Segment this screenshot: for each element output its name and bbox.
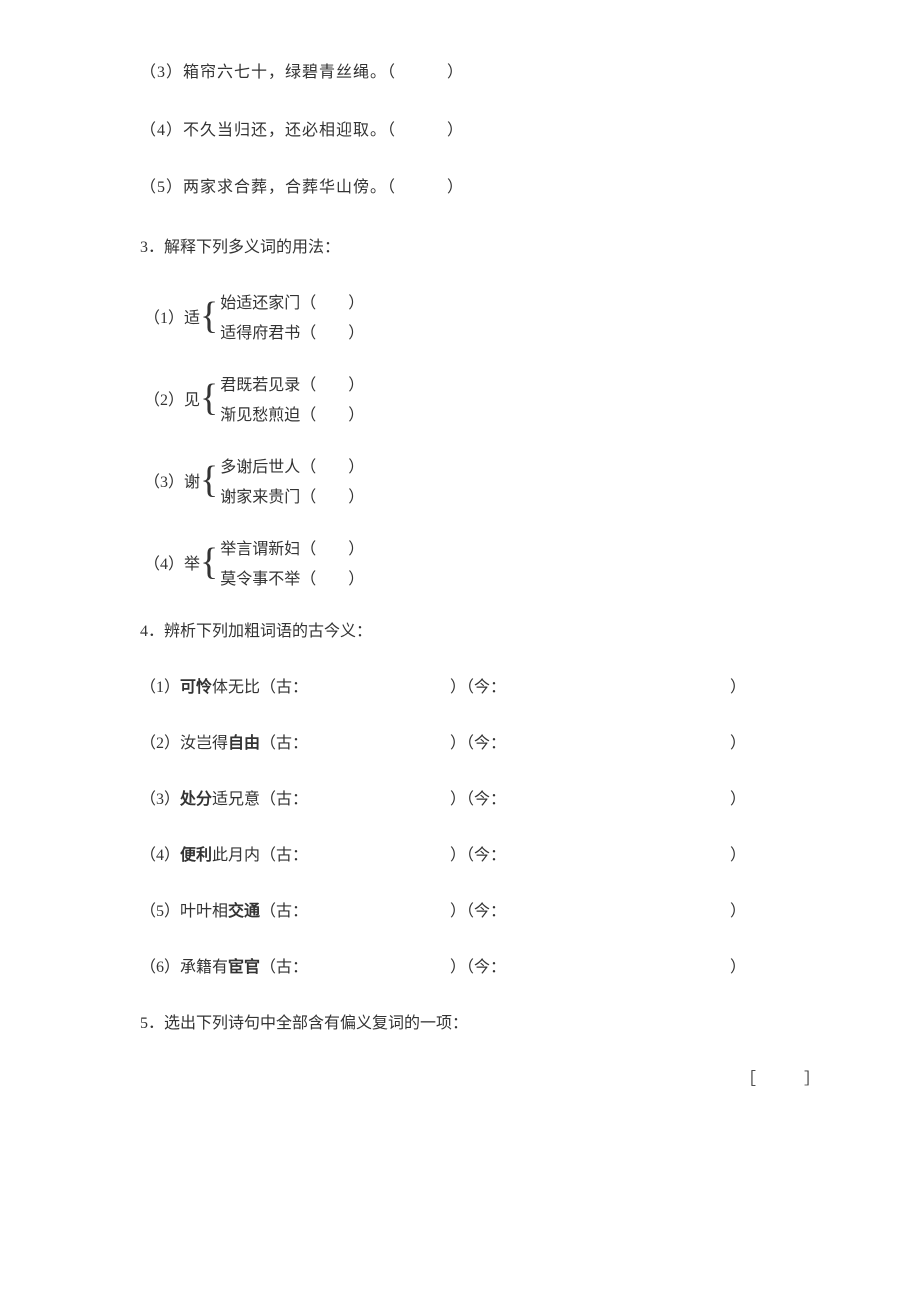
q4-num: （1）: [140, 679, 180, 696]
brace-top: 多谢后世人（ ）: [220, 453, 364, 477]
q4-mid: ）（今：: [450, 785, 730, 809]
brace-bottom: 莫令事不举（ ）: [220, 565, 364, 589]
brace-top: 举言谓新妇（ ）: [220, 535, 364, 559]
q4-rest: 此月内（古：: [212, 847, 308, 864]
q3-item: （4）举 { 举言谓新妇（ ） 莫令事不举（ ）: [144, 535, 820, 589]
q4-item: （2）汝岂得自由（古： ）（今： ）: [140, 729, 820, 753]
q3-prefix: （2）见: [144, 386, 200, 410]
q4-num: （5）叶叶相: [140, 903, 228, 920]
q4-bold: 宦官: [228, 959, 260, 976]
q4-num: （6）承籍有: [140, 959, 228, 976]
q4-mid: ）（今：: [450, 729, 730, 753]
q3-prefix: （4）举: [144, 550, 200, 574]
q4-title: 4．辨析下列加粗词语的古今义：: [140, 617, 820, 641]
q3-item: （3）谢 { 多谢后世人（ ） 谢家来贵门（ ）: [144, 453, 820, 507]
answer-bracket: ［ ］: [0, 1065, 920, 1089]
q3-item: （1）适 { 始适还家门（ ） 适得府君书（ ）: [144, 289, 820, 343]
brace-top: 始适还家门（ ）: [220, 289, 364, 313]
q4-rest: 体无比（古：: [212, 679, 308, 696]
brace-icon: {: [200, 463, 218, 497]
q3-prefix: （1）适: [144, 304, 200, 328]
brace-icon: {: [200, 299, 218, 333]
q4-bold: 交通: [228, 903, 260, 920]
q4-num: （2）汝岂得: [140, 735, 228, 752]
q4-end: ）: [730, 953, 746, 977]
brace-icon: {: [200, 545, 218, 579]
q4-num: （3）: [140, 791, 180, 808]
brace-bottom: 谢家来贵门（ ）: [220, 483, 364, 507]
q4-num: （4）: [140, 847, 180, 864]
q4-item: （3）处分适兄意（古： ）（今： ）: [140, 785, 820, 809]
q4-bold: 自由: [228, 735, 260, 752]
q4-bold: 便利: [180, 847, 212, 864]
question-line: （3）箱帘六七十，绿碧青丝绳。（ ）: [140, 60, 820, 86]
q4-mid: ）（今：: [450, 673, 730, 697]
q4-rest: （古：: [260, 959, 308, 976]
q4-mid: ）（今：: [450, 897, 730, 921]
q4-rest: （古：: [260, 735, 308, 752]
q3-prefix: （3）谢: [144, 468, 200, 492]
q4-bold: 处分: [180, 791, 212, 808]
q4-rest: （古：: [260, 903, 308, 920]
q4-end: ）: [730, 785, 746, 809]
brace-icon: {: [200, 381, 218, 415]
brace-bottom: 渐见愁煎迫（ ）: [220, 401, 364, 425]
q4-mid: ）（今：: [450, 953, 730, 977]
q4-bold: 可怜: [180, 679, 212, 696]
q4-end: ）: [730, 897, 746, 921]
q3-title: 3．解释下列多义词的用法：: [140, 233, 820, 257]
q4-item: （4）便利此月内（古： ）（今： ）: [140, 841, 820, 865]
q4-rest: 适兄意（古：: [212, 791, 308, 808]
q4-end: ）: [730, 841, 746, 865]
brace-top: 君既若见录（ ）: [220, 371, 364, 395]
question-line: （4）不久当归还，还必相迎取。（ ）: [140, 118, 820, 144]
q5-title: 5．选出下列诗句中全部含有偏义复词的一项：: [140, 1009, 820, 1033]
q4-item: （6）承籍有宦官（古： ）（今： ）: [140, 953, 820, 977]
brace-bottom: 适得府君书（ ）: [220, 319, 364, 343]
q4-end: ）: [730, 673, 746, 697]
q4-mid: ）（今：: [450, 841, 730, 865]
q4-item: （1）可怜体无比（古： ）（今： ）: [140, 673, 820, 697]
question-line: （5）两家求合葬，合葬华山傍。（ ）: [140, 175, 820, 201]
q4-item: （5）叶叶相交通（古： ）（今： ）: [140, 897, 820, 921]
q4-end: ）: [730, 729, 746, 753]
q3-item: （2）见 { 君既若见录（ ） 渐见愁煎迫（ ）: [144, 371, 820, 425]
